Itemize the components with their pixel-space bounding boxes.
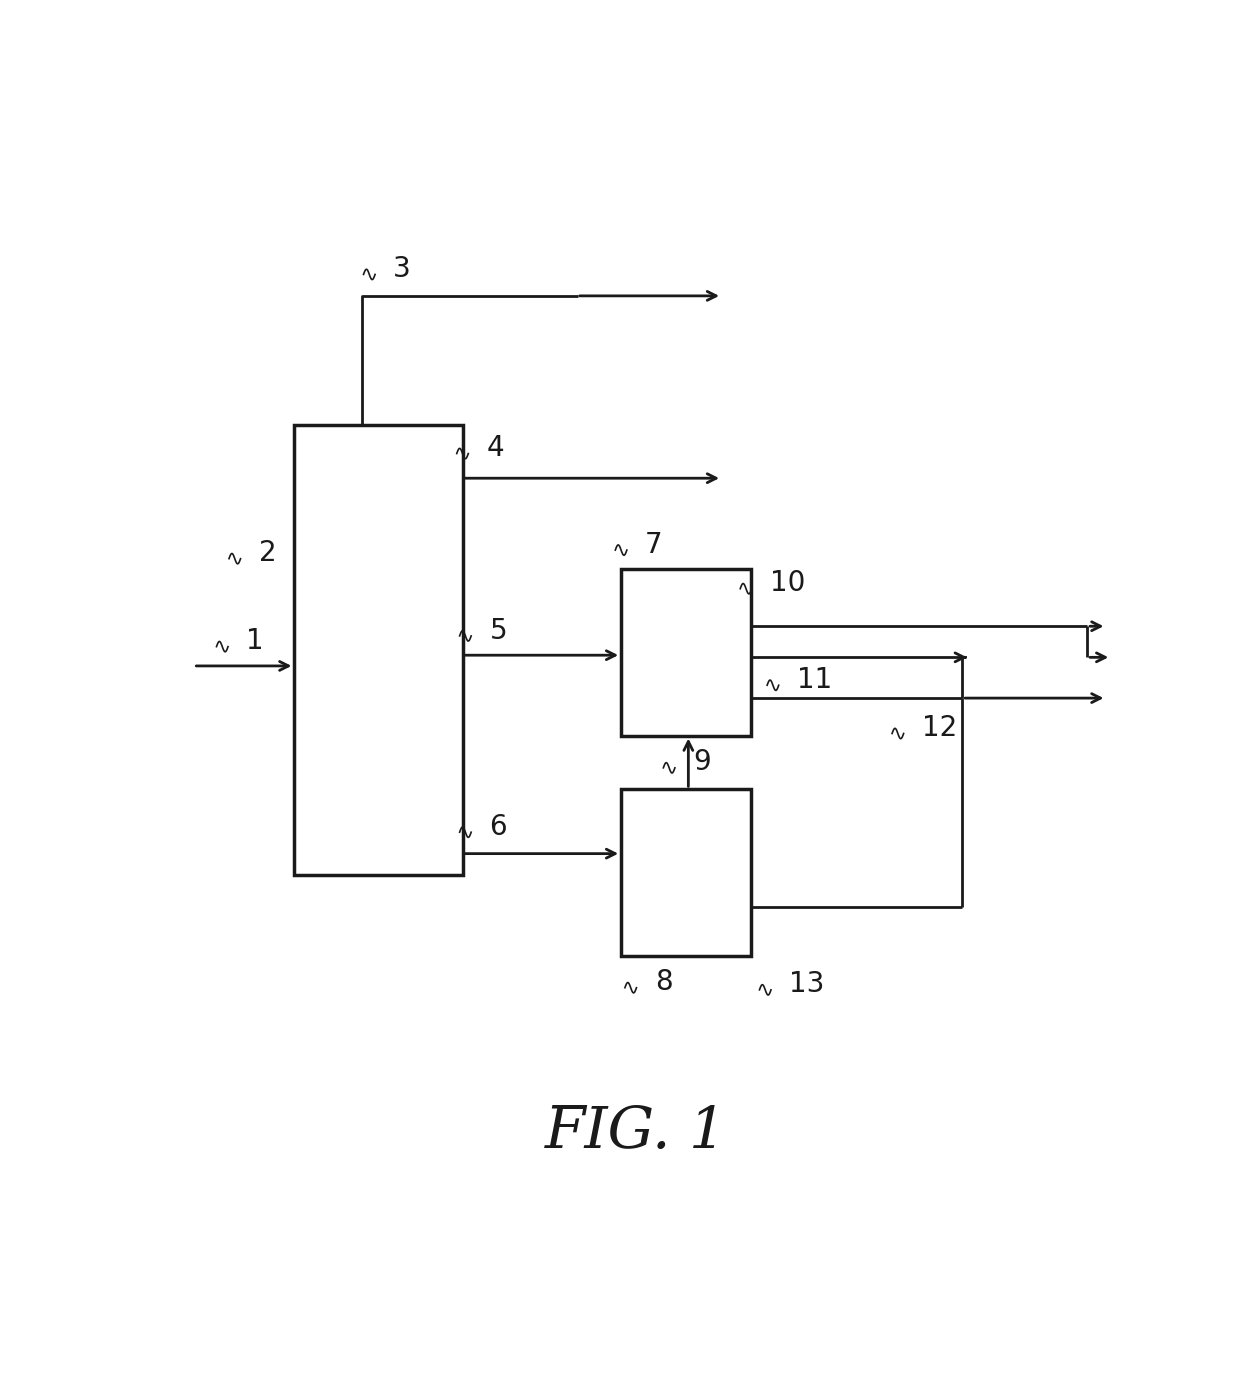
Text: 9: 9 [693,748,711,776]
Bar [621,790,751,956]
Text: FIG. 1: FIG. 1 [544,1105,727,1160]
Bar [294,425,463,875]
Text: 6: 6 [490,812,507,841]
Text: 5: 5 [490,617,507,645]
Text: 13: 13 [789,971,825,999]
Text: 7: 7 [645,531,662,559]
Text: 1: 1 [247,627,264,655]
Text: 8: 8 [655,968,672,996]
Text: 4: 4 [486,435,505,462]
Text: 3: 3 [393,255,412,283]
Text: 2: 2 [259,539,277,567]
Text: 10: 10 [770,570,806,598]
Text: 11: 11 [797,666,832,694]
Bar [621,570,751,736]
Text: 12: 12 [921,715,957,742]
